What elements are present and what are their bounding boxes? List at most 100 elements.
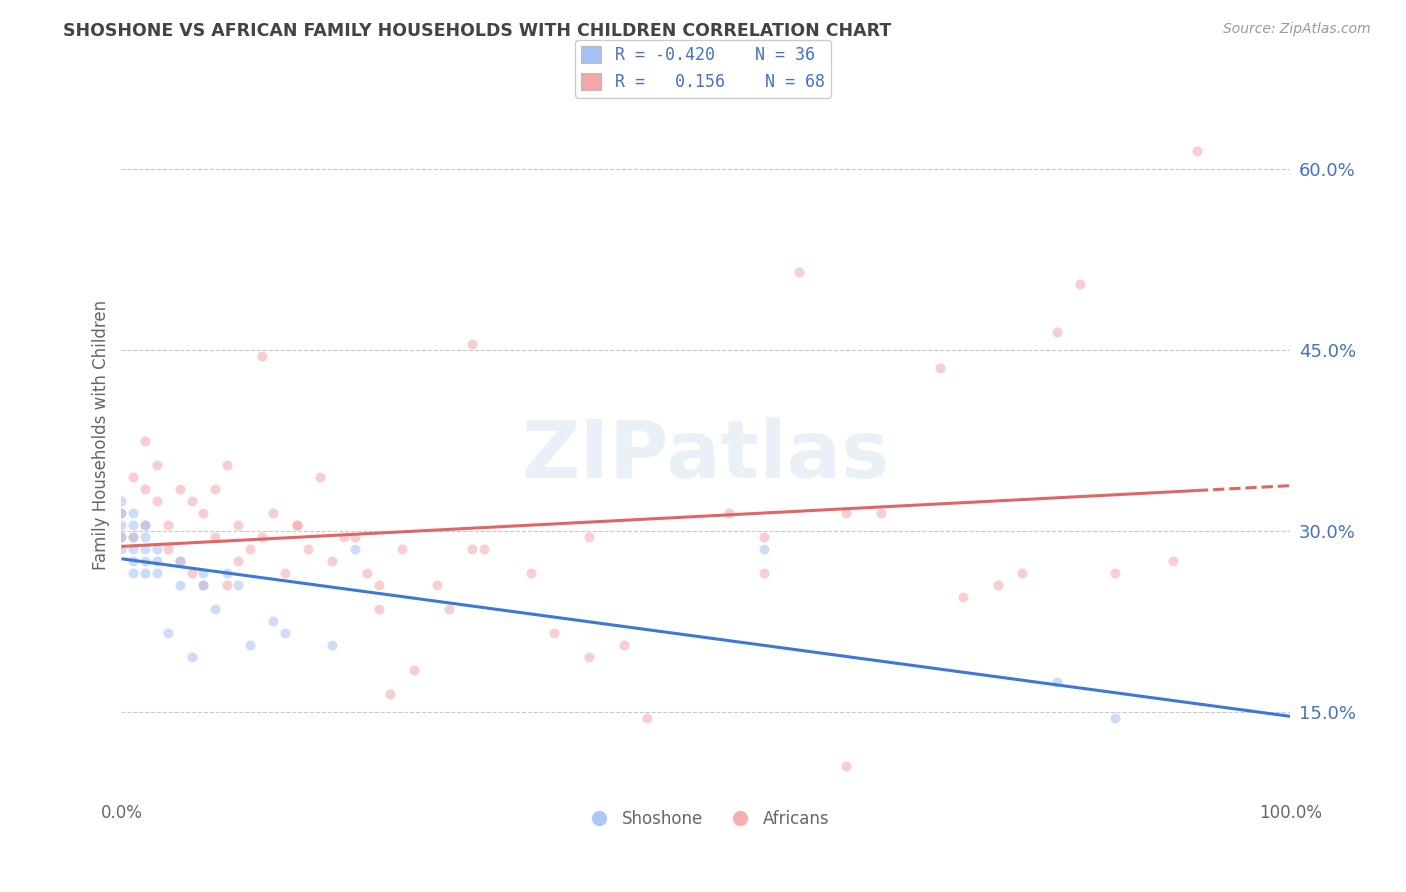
Point: [613, 639, 636, 653]
Point: [193, 566, 215, 581]
Point: [274, 626, 297, 640]
Point: [134, 434, 156, 448]
Point: [228, 517, 250, 532]
Point: [204, 530, 226, 544]
Point: [110, 506, 132, 520]
Point: [193, 506, 215, 520]
Point: [180, 566, 202, 581]
Point: [344, 542, 367, 557]
Point: [380, 687, 402, 701]
Point: [134, 482, 156, 496]
Point: [215, 458, 238, 472]
Point: [718, 506, 741, 520]
Point: [145, 566, 167, 581]
Point: [134, 542, 156, 557]
Point: [367, 602, 389, 616]
Point: [297, 542, 319, 557]
Point: [578, 530, 600, 544]
Point: [122, 506, 145, 520]
Point: [461, 542, 484, 557]
Point: [169, 554, 191, 568]
Point: [835, 506, 858, 520]
Point: [250, 349, 273, 363]
Point: [110, 530, 132, 544]
Point: [987, 578, 1010, 592]
Point: [134, 517, 156, 532]
Point: [1069, 277, 1091, 291]
Point: [193, 578, 215, 592]
Point: [180, 650, 202, 665]
Point: [145, 554, 167, 568]
Point: [952, 591, 974, 605]
Point: [157, 542, 180, 557]
Point: [285, 517, 308, 532]
Point: [250, 530, 273, 544]
Point: [215, 578, 238, 592]
Point: [145, 493, 167, 508]
Point: [145, 458, 167, 472]
Point: [122, 517, 145, 532]
Point: [321, 554, 343, 568]
Point: [169, 482, 191, 496]
Point: [134, 517, 156, 532]
Point: [262, 615, 284, 629]
Point: [134, 566, 156, 581]
Point: [472, 542, 495, 557]
Point: [122, 554, 145, 568]
Text: Source: ZipAtlas.com: Source: ZipAtlas.com: [1223, 22, 1371, 37]
Point: [870, 506, 893, 520]
Point: [1104, 566, 1126, 581]
Point: [134, 530, 156, 544]
Y-axis label: Family Households with Children: Family Households with Children: [93, 300, 110, 570]
Point: [274, 566, 297, 581]
Point: [367, 578, 389, 592]
Point: [391, 542, 413, 557]
Point: [1045, 325, 1067, 339]
Point: [122, 530, 145, 544]
Point: [402, 663, 425, 677]
Point: [1185, 145, 1208, 159]
Point: [122, 542, 145, 557]
Point: [578, 650, 600, 665]
Point: [754, 530, 776, 544]
Point: [309, 469, 332, 483]
Point: [437, 602, 460, 616]
Point: [637, 711, 659, 725]
Point: [835, 759, 858, 773]
Point: [215, 566, 238, 581]
Point: [204, 482, 226, 496]
Point: [122, 566, 145, 581]
Point: [228, 554, 250, 568]
Point: [262, 506, 284, 520]
Point: [1011, 566, 1033, 581]
Point: [193, 578, 215, 592]
Point: [285, 517, 308, 532]
Point: [239, 542, 262, 557]
Point: [110, 542, 132, 557]
Text: ZIPatlas: ZIPatlas: [522, 417, 890, 495]
Text: SHOSHONE VS AFRICAN FAMILY HOUSEHOLDS WITH CHILDREN CORRELATION CHART: SHOSHONE VS AFRICAN FAMILY HOUSEHOLDS WI…: [63, 22, 891, 40]
Point: [134, 554, 156, 568]
Point: [110, 493, 132, 508]
Point: [754, 542, 776, 557]
Point: [461, 337, 484, 351]
Point: [239, 639, 262, 653]
Point: [110, 506, 132, 520]
Point: [122, 530, 145, 544]
Point: [344, 530, 367, 544]
Point: [157, 626, 180, 640]
Point: [519, 566, 541, 581]
Point: [157, 517, 180, 532]
Point: [356, 566, 378, 581]
Legend: Shoshone, Africans: Shoshone, Africans: [575, 804, 837, 835]
Point: [204, 602, 226, 616]
Point: [110, 517, 132, 532]
Point: [543, 626, 565, 640]
Point: [332, 530, 354, 544]
Point: [928, 361, 950, 376]
Point: [145, 542, 167, 557]
Point: [1104, 711, 1126, 725]
Point: [426, 578, 449, 592]
Point: [122, 469, 145, 483]
Point: [1045, 674, 1067, 689]
